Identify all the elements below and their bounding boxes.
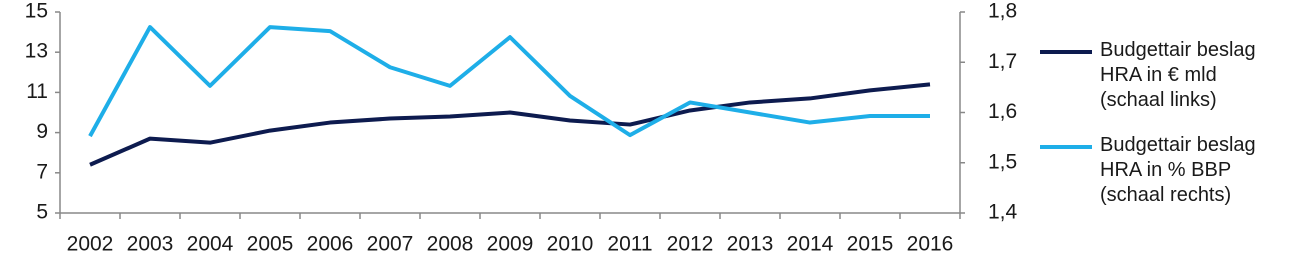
x-tick-label: 2005	[247, 233, 294, 256]
y-tick-label: 15	[25, 0, 48, 23]
x-tick-label: 2007	[367, 233, 414, 256]
x-tick-label: 2002	[67, 233, 114, 256]
x-tick-label: 2003	[127, 233, 174, 256]
y2-tick-label: 1,6	[988, 100, 1017, 123]
legend-swatch	[1040, 145, 1092, 149]
x-tick-label: 2016	[907, 233, 954, 256]
series-line	[89, 82, 931, 167]
chart: 5 7 9 11 13 15 1,4 1,5 1,6 1,7 1,8 2002 2003 2004 2005…	[25, 0, 1018, 256]
legend-item: Budgettair beslag HRA in % BBP (schaal r…	[1040, 133, 1260, 208]
y2-tick-label: 1,7	[988, 50, 1017, 73]
x-tick-label: 2012	[667, 233, 714, 256]
x-tick-label: 2015	[847, 233, 894, 256]
legend-swatch	[1040, 50, 1092, 54]
x-tick-label: 2004	[187, 233, 234, 256]
y-tick-label: 7	[36, 160, 48, 183]
x-tick-label: 2011	[607, 233, 652, 256]
legend: Budgettair beslag HRA in € mld (schaal l…	[1040, 38, 1290, 228]
x-tick-label: 2009	[487, 233, 534, 256]
y2-tick-label: 1,4	[988, 201, 1018, 224]
series-line	[88, 25, 930, 138]
y-tick-label: 5	[36, 201, 48, 224]
y2-tick-label: 1,8	[988, 0, 1017, 23]
legend-label: Budgettair beslag HRA in % BBP (schaal r…	[1100, 134, 1256, 206]
x-tick-label: 2013	[727, 233, 774, 256]
y-tick-label: 13	[25, 40, 48, 63]
legend-label: Budgettair beslag HRA in € mld (schaal l…	[1100, 39, 1256, 111]
legend-item: Budgettair beslag HRA in € mld (schaal l…	[1040, 38, 1260, 113]
y-tick-label: 11	[26, 80, 48, 103]
x-tick-label: 2006	[307, 233, 354, 256]
y-tick-label: 9	[36, 120, 48, 143]
x-tick-label: 2014	[787, 233, 834, 256]
x-tick-label: 2008	[427, 233, 474, 256]
y2-tick-label: 1,5	[988, 150, 1017, 173]
x-tick-label: 2010	[547, 233, 594, 256]
